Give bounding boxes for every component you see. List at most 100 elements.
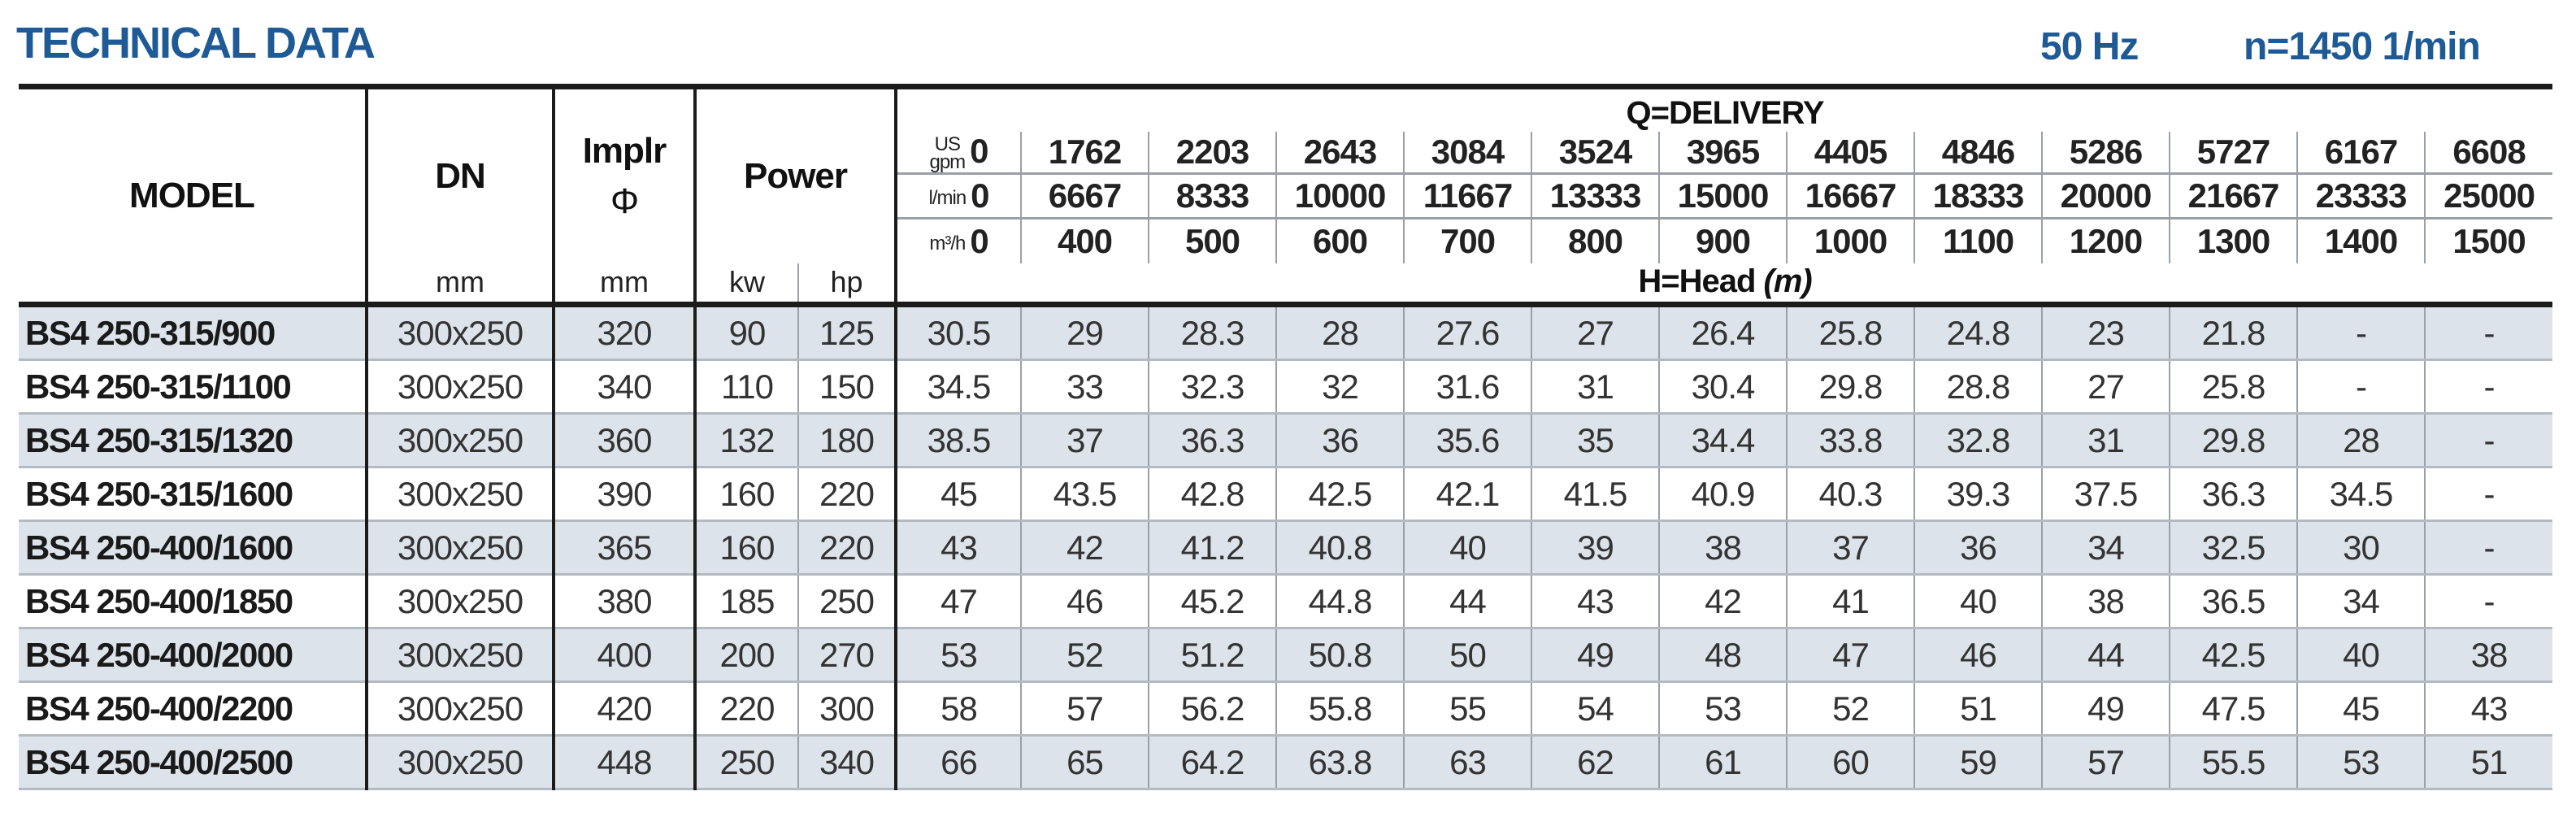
head-value-cell: - bbox=[2424, 467, 2553, 522]
impeller-cell: 448 bbox=[552, 735, 695, 790]
head-value-cell: - bbox=[2296, 304, 2426, 361]
table-row: BS4 250-400/2500 300x250 448 250 340 66 65 64.2… bbox=[19, 735, 2553, 790]
model-cell: BS4 250-315/1100 bbox=[19, 359, 367, 415]
flow-value: 16667 bbox=[1786, 173, 1915, 220]
power-hp-cell: 125 bbox=[797, 304, 897, 361]
head-value-cell: 42.1 bbox=[1403, 467, 1532, 522]
head-value-cell: 55.5 bbox=[2169, 735, 2298, 790]
flow-unit-cell: m³/h 0 bbox=[894, 218, 1022, 263]
head-value-cell: 36 bbox=[1914, 520, 2043, 576]
head-value-cell: 46 bbox=[1914, 628, 2043, 683]
head-value-cell: 40.8 bbox=[1275, 520, 1405, 576]
power-hp-cell: 270 bbox=[797, 628, 897, 683]
header-impeller: Implr Φ bbox=[552, 84, 695, 263]
head-value-cell: 42.8 bbox=[1148, 467, 1277, 522]
flow-value: 900 bbox=[1658, 218, 1788, 263]
head-value-cell: 61 bbox=[1658, 735, 1788, 790]
head-value-cell: 54 bbox=[1531, 681, 1660, 737]
head-value-cell: 41 bbox=[1786, 574, 1915, 629]
flow-unit-label: m³/h bbox=[929, 233, 966, 253]
head-value-cell: 34.5 bbox=[894, 359, 1022, 415]
head-value-cell: 55 bbox=[1403, 681, 1532, 737]
head-value-cell: 51 bbox=[2424, 735, 2553, 790]
head-value-cell: 45 bbox=[2296, 681, 2426, 737]
head-value-cell: 46 bbox=[1020, 574, 1149, 629]
flow-value: 2203 bbox=[1148, 131, 1277, 175]
head-value-cell: 51 bbox=[1914, 681, 2043, 737]
head-value-cell: 50.8 bbox=[1275, 628, 1405, 683]
impeller-cell: 380 bbox=[552, 574, 695, 629]
head-value-cell: 25.8 bbox=[1786, 304, 1915, 361]
head-value-cell: 28 bbox=[2296, 413, 2426, 468]
head-value-cell: 29 bbox=[1020, 304, 1149, 361]
dn-cell: 300x250 bbox=[365, 735, 554, 790]
head-value-cell: 40 bbox=[1914, 574, 2043, 629]
head-value-cell: 37.5 bbox=[2041, 467, 2170, 522]
flow-row-gpm: US gpm 0 1762 2203 2643 3084 3524 3965 4405 4846 52… bbox=[19, 131, 2553, 175]
dn-cell: 300x250 bbox=[365, 359, 554, 415]
head-value-cell: 30 bbox=[2296, 520, 2426, 576]
head-value-cell: 56.2 bbox=[1148, 681, 1277, 737]
head-value-cell: 57 bbox=[1020, 681, 1149, 737]
impeller-cell: 365 bbox=[552, 520, 695, 576]
head-value-cell: - bbox=[2424, 359, 2553, 415]
dn-cell: 300x250 bbox=[365, 574, 554, 629]
flow-unit: gpm bbox=[929, 151, 966, 174]
head-value-cell: 45.2 bbox=[1148, 574, 1277, 629]
flow-value: 0 bbox=[970, 132, 988, 171]
dn-cell: 300x250 bbox=[365, 628, 554, 683]
flow-value: 6608 bbox=[2424, 131, 2553, 175]
table-row: BS4 250-400/2000 300x250 400 200 270 53 52 51.2… bbox=[19, 628, 2553, 683]
power-hp-cell: 340 bbox=[797, 735, 897, 790]
head-value-cell: 47 bbox=[894, 574, 1022, 629]
head-value-cell: 51.2 bbox=[1148, 628, 1277, 683]
flow-unit-top: US bbox=[934, 133, 961, 156]
head-value-cell: 53 bbox=[2296, 735, 2426, 790]
head-value-cell: 34 bbox=[2296, 574, 2426, 629]
head-value-cell: 42.5 bbox=[2169, 628, 2298, 683]
power-hp-cell: 220 bbox=[797, 467, 897, 522]
head-value-cell: 45 bbox=[894, 467, 1022, 522]
dn-unit: mm bbox=[365, 263, 554, 307]
header-dn: DN bbox=[365, 84, 554, 263]
power-kw-cell: 90 bbox=[693, 304, 798, 361]
head-value-cell: 38 bbox=[2424, 628, 2553, 683]
flow-value: 18333 bbox=[1914, 173, 2043, 220]
head-value-cell: 44 bbox=[1403, 574, 1532, 629]
flow-value: 5727 bbox=[2169, 131, 2298, 175]
head-value-cell: 47.5 bbox=[2169, 681, 2298, 737]
flow-value: 4405 bbox=[1786, 131, 1915, 175]
header-power: Power bbox=[693, 84, 897, 263]
head-value-cell: 30.4 bbox=[1658, 359, 1788, 415]
head-value-cell: 52 bbox=[1020, 628, 1149, 683]
power-kw-unit: kw bbox=[693, 263, 798, 307]
head-value-cell: 39 bbox=[1531, 520, 1660, 576]
power-hp-cell: 250 bbox=[797, 574, 897, 629]
head-value-cell: 29.8 bbox=[2169, 413, 2298, 468]
head-value-cell: 63 bbox=[1403, 735, 1532, 790]
head-value-cell: 30.5 bbox=[894, 304, 1022, 361]
impeller-cell: 360 bbox=[552, 413, 695, 468]
head-value-cell: 23 bbox=[2041, 304, 2170, 361]
flow-value: 1400 bbox=[2296, 218, 2426, 263]
header-model: MODEL bbox=[19, 84, 367, 307]
flow-value: 400 bbox=[1020, 218, 1149, 263]
head-value-cell: 48 bbox=[1658, 628, 1788, 683]
head-value-cell: 59 bbox=[1914, 735, 2043, 790]
head-value-cell: 27.6 bbox=[1403, 304, 1532, 361]
head-value-cell: 34 bbox=[2041, 520, 2170, 576]
head-value-cell: 36 bbox=[1275, 413, 1405, 468]
power-hp-cell: 220 bbox=[797, 520, 897, 576]
head-label: H=Head bbox=[1638, 263, 1756, 299]
flow-value: 0 bbox=[971, 176, 989, 215]
flow-value: 1300 bbox=[2169, 218, 2298, 263]
head-value-cell: 28 bbox=[1275, 304, 1405, 361]
head-value-cell: 43 bbox=[894, 520, 1022, 576]
flow-value: 5286 bbox=[2041, 131, 2170, 175]
head-value-cell: - bbox=[2424, 574, 2553, 629]
flow-value: 15000 bbox=[1658, 173, 1788, 220]
power-kw-cell: 220 bbox=[693, 681, 798, 737]
flow-value: 1500 bbox=[2424, 218, 2553, 263]
head-value-cell: 43.5 bbox=[1020, 467, 1149, 522]
flow-value: 700 bbox=[1403, 218, 1532, 263]
